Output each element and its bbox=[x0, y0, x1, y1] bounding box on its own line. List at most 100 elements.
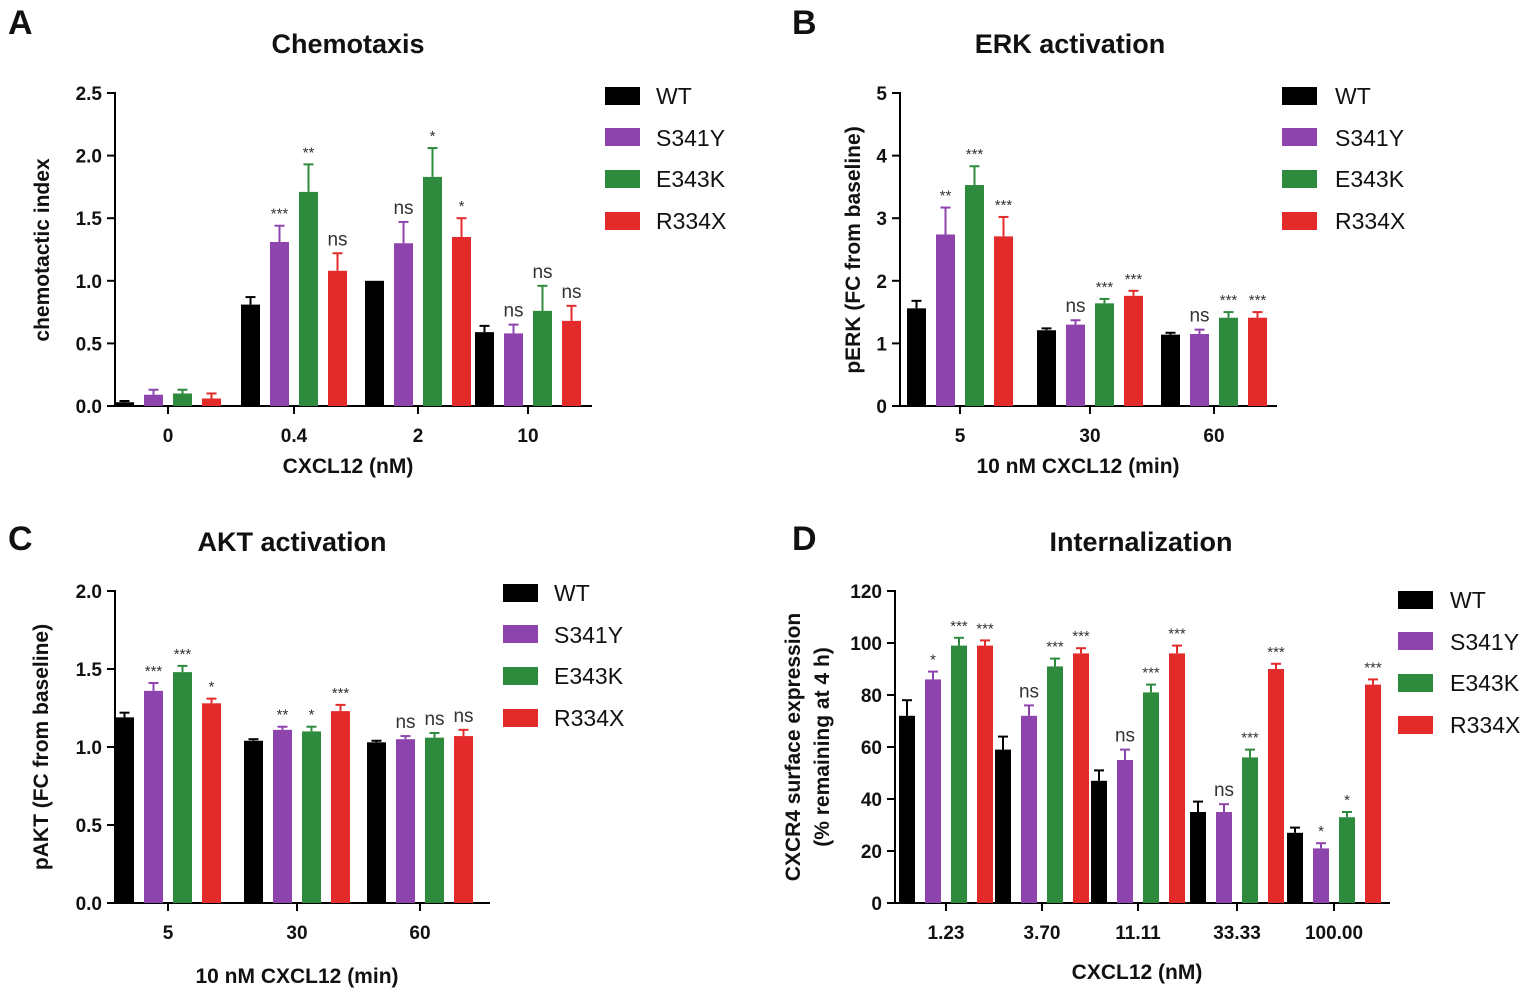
x-tick-label: 1.23 bbox=[928, 923, 965, 944]
x-tick-label: 30 bbox=[1079, 426, 1100, 447]
x-tick-label: 60 bbox=[1203, 426, 1224, 447]
significance-label: *** bbox=[1267, 644, 1285, 661]
bar-s341y-0.4 bbox=[270, 241, 289, 406]
legend-swatch-e343k bbox=[1398, 674, 1433, 692]
y-tick-label: 1.0 bbox=[76, 272, 102, 293]
bar-r334x-60 bbox=[1248, 317, 1267, 406]
bar-s341y-33.33 bbox=[1216, 812, 1232, 903]
significance-label: ns bbox=[1019, 681, 1039, 702]
bar-s341y-5 bbox=[144, 690, 163, 903]
bar-wt-33.33 bbox=[1190, 812, 1206, 903]
significance-label: ns bbox=[1214, 780, 1234, 801]
y-tick-label: 3 bbox=[876, 209, 887, 230]
legend-label-e343k: E343K bbox=[656, 166, 726, 192]
bar-e343k-0 bbox=[173, 393, 192, 406]
bar-s341y-30 bbox=[273, 729, 292, 903]
significance-label: *** bbox=[174, 646, 192, 663]
panel-letter-d: D bbox=[792, 520, 817, 558]
legend-swatch-e343k bbox=[503, 667, 538, 685]
significance-label: *** bbox=[995, 197, 1013, 214]
bar-wt-11.11 bbox=[1091, 780, 1107, 903]
significance-label: *** bbox=[1072, 628, 1090, 645]
legend-swatch-e343k bbox=[1282, 170, 1317, 188]
y-tick-label: 0.5 bbox=[76, 816, 103, 837]
legend-label-e343k: E343K bbox=[554, 663, 624, 689]
y-tick-label: 40 bbox=[861, 790, 882, 811]
bar-wt-30 bbox=[244, 740, 263, 903]
bar-e343k-30 bbox=[1095, 303, 1114, 406]
bar-s341y-1.23 bbox=[925, 679, 941, 903]
legend-d: WT S341Y E343K R334X bbox=[1398, 587, 1520, 738]
panel-a: A Chemotaxis CXCL12 (nM) chemotactic ind… bbox=[8, 4, 726, 478]
significance-label: * bbox=[459, 198, 465, 215]
legend-swatch-wt bbox=[503, 584, 538, 602]
y-tick-label: 2 bbox=[876, 272, 887, 293]
significance-label: *** bbox=[950, 618, 968, 635]
x-tick-label: 0 bbox=[163, 426, 174, 447]
bar-r334x-3.70 bbox=[1073, 653, 1089, 903]
bar-r334x-33.33 bbox=[1268, 669, 1284, 903]
panel-letter-b: B bbox=[792, 4, 817, 42]
panel-letter-c: C bbox=[8, 520, 33, 558]
bar-wt-1.23 bbox=[899, 715, 915, 903]
bar-r334x-0 bbox=[202, 398, 221, 406]
x-tick-label: 33.33 bbox=[1213, 923, 1261, 944]
x-tick-label: 30 bbox=[286, 923, 307, 944]
y-tick-label: 0 bbox=[876, 397, 887, 418]
x-tick-label: 5 bbox=[163, 923, 174, 944]
bar-wt-0.4 bbox=[241, 304, 260, 406]
x-tick-label: 100.00 bbox=[1305, 923, 1363, 944]
significance-label: *** bbox=[145, 663, 163, 680]
legend-label-r334x: R334X bbox=[1335, 208, 1405, 234]
y-tick-label: 1.0 bbox=[76, 738, 102, 759]
panel-c: C AKT activation 10 nM CXCL12 (min) pAKT… bbox=[8, 520, 624, 988]
bar-wt-5 bbox=[907, 308, 926, 406]
significance-label: ns bbox=[503, 301, 523, 322]
legend-label-e343k: E343K bbox=[1335, 166, 1405, 192]
bar-r334x-2 bbox=[452, 236, 471, 406]
x-tick-label: 3.70 bbox=[1024, 923, 1061, 944]
x-tick-label: 11.11 bbox=[1115, 923, 1161, 944]
legend-b: WT S341Y E343K R334X bbox=[1282, 83, 1405, 234]
x-tick-label: 5 bbox=[955, 426, 966, 447]
significance-label: * bbox=[1318, 823, 1324, 840]
y-axis-label-c: pAKT (FC from baseline) bbox=[30, 624, 53, 870]
legend-label-r334x: R334X bbox=[554, 705, 624, 731]
y-axis-label-b: pERK (FC from baseline) bbox=[842, 126, 865, 373]
bar-r334x-10 bbox=[562, 320, 581, 406]
significance-label: * bbox=[209, 679, 215, 696]
bar-s341y-100.00 bbox=[1313, 848, 1329, 903]
legend-label-s341y: S341Y bbox=[656, 125, 725, 151]
legend-c: WT S341Y E343K R334X bbox=[503, 580, 624, 731]
bar-r334x-5 bbox=[994, 236, 1013, 406]
legend-swatch-r334x bbox=[1282, 212, 1317, 230]
bar-e343k-1.23 bbox=[951, 645, 967, 903]
significance-label: *** bbox=[1249, 292, 1267, 309]
legend-label-r334x: R334X bbox=[1450, 712, 1520, 738]
bar-s341y-2 bbox=[394, 243, 413, 406]
y-tick-label: 0.0 bbox=[76, 397, 102, 418]
significance-label: * bbox=[309, 707, 315, 724]
bar-wt-10 bbox=[475, 332, 494, 406]
legend-swatch-wt bbox=[1282, 87, 1317, 105]
y-tick-label: 1 bbox=[876, 334, 887, 355]
significance-label: * bbox=[430, 128, 436, 145]
bar-e343k-2 bbox=[423, 176, 442, 406]
chart-title-d: Internalization bbox=[1049, 527, 1232, 557]
y-axis-label-d-line2: (% remaining at 4 h) bbox=[811, 647, 834, 847]
x-tick-label: 2 bbox=[413, 426, 424, 447]
legend-swatch-r334x bbox=[1398, 716, 1433, 734]
y-tick-label: 120 bbox=[850, 582, 882, 603]
significance-label: ns bbox=[453, 706, 473, 727]
bar-s341y-30 bbox=[1066, 324, 1085, 406]
legend-swatch-wt bbox=[605, 87, 640, 105]
legend-label-r334x: R334X bbox=[656, 208, 726, 234]
chart-title-a: Chemotaxis bbox=[271, 29, 424, 59]
legend-label-s341y: S341Y bbox=[554, 622, 623, 648]
bar-r334x-30 bbox=[1124, 295, 1143, 406]
y-axis-label-d-line1: CXCR4 surface expression bbox=[782, 613, 805, 881]
y-tick-label: 0.0 bbox=[76, 894, 102, 915]
legend-label-wt: WT bbox=[656, 83, 692, 109]
legend-label-wt: WT bbox=[1335, 83, 1371, 109]
